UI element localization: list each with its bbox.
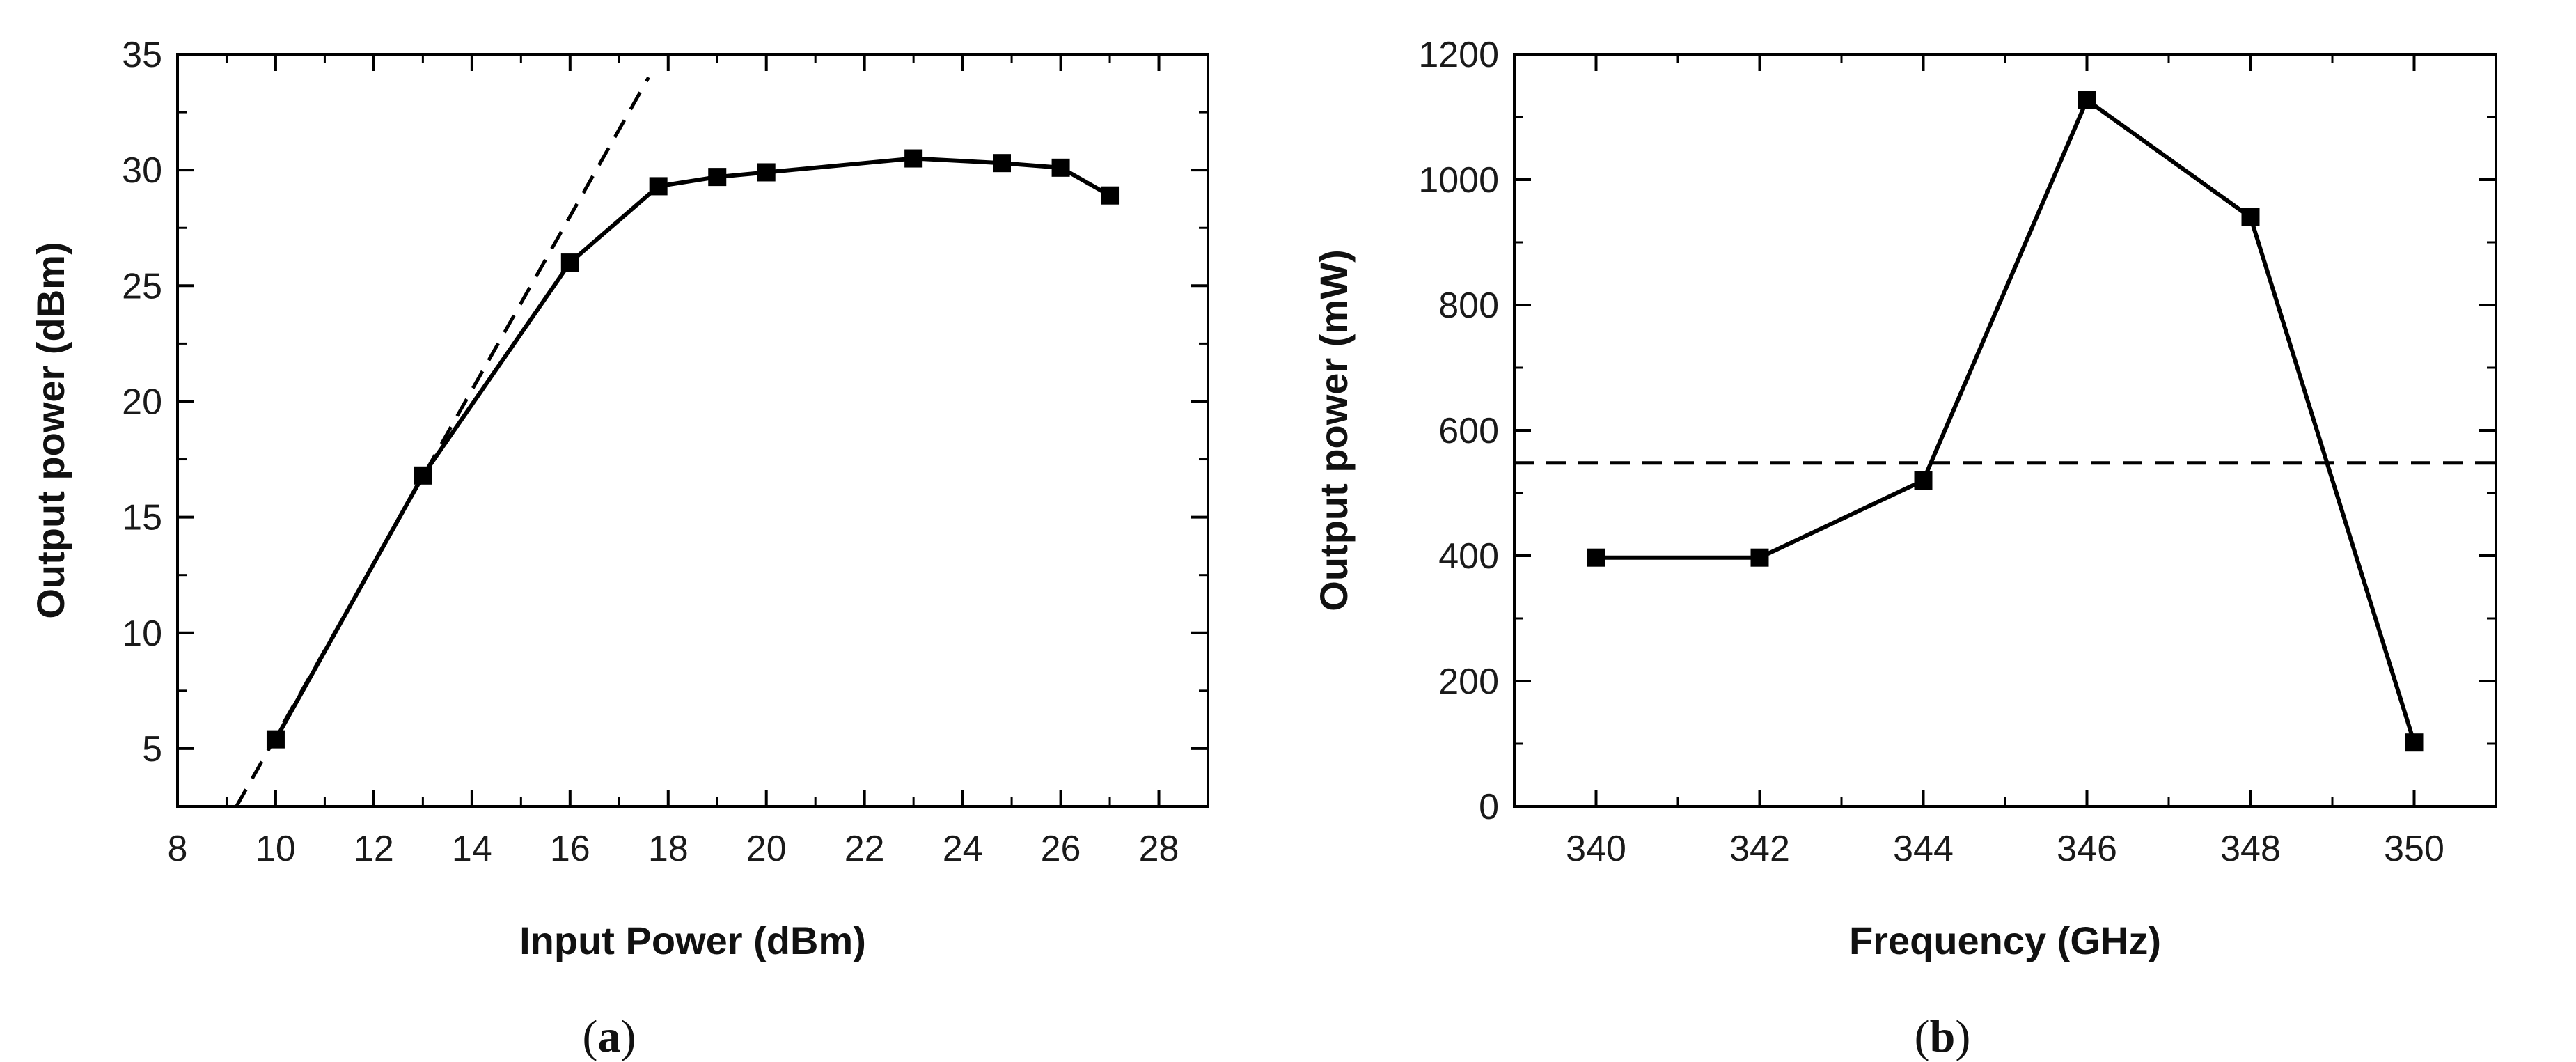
series-lines-b bbox=[1514, 97, 2496, 744]
panel-letter-a: a bbox=[598, 1011, 621, 1062]
data-point-marker bbox=[266, 730, 285, 749]
y-tick-label: 30 bbox=[122, 150, 162, 191]
x-tick-label: 22 bbox=[845, 829, 885, 869]
x-tick-label: 12 bbox=[354, 829, 394, 869]
x-tick-label: 350 bbox=[2384, 829, 2444, 869]
data-point-marker bbox=[2241, 208, 2260, 226]
axis-ticks-b bbox=[1514, 53, 2496, 808]
x-tick-label: 24 bbox=[943, 829, 983, 869]
x-tick-label: 28 bbox=[1139, 829, 1179, 869]
axis-ticks-a bbox=[176, 53, 1208, 806]
y-tick-label: 600 bbox=[1438, 411, 1499, 451]
series-line bbox=[274, 156, 1111, 741]
y-tick-label: 10 bbox=[122, 614, 162, 654]
x-tick-label: 342 bbox=[1729, 829, 1790, 869]
x-tick-label: 18 bbox=[648, 829, 689, 869]
x-tick-label: 348 bbox=[2220, 829, 2281, 869]
panel-label-a: (a) bbox=[583, 1011, 636, 1062]
data-point-marker bbox=[1750, 548, 1769, 567]
data-point-marker bbox=[414, 466, 432, 485]
data-point-marker bbox=[904, 149, 923, 168]
data-point-marker bbox=[708, 168, 727, 187]
tick-labels-a: 8 10 12 14 16 18 20 22 24 26 28 5 10 15 20 25 30 35 bbox=[122, 35, 1179, 869]
plot-frame-b bbox=[1513, 53, 2497, 808]
series-markers-a bbox=[266, 149, 1120, 749]
series-lines-a bbox=[235, 76, 1111, 808]
y-tick-label: 800 bbox=[1438, 286, 1499, 326]
x-tick-label: 10 bbox=[256, 829, 296, 869]
y-axis-title-a: Output power (dBm) bbox=[29, 242, 72, 618]
data-point-marker bbox=[1051, 158, 1070, 177]
plot-frame-a bbox=[176, 53, 1209, 808]
panel-label-b: (b) bbox=[1915, 1011, 1971, 1062]
data-point-marker bbox=[560, 253, 579, 272]
data-point-marker bbox=[993, 154, 1011, 173]
chart-panel-b: 340 342 344 346 348 350020040060080010001200 … bbox=[1312, 35, 2497, 1062]
dashed-reference-line bbox=[235, 76, 650, 808]
data-point-marker bbox=[1587, 548, 1605, 567]
y-axis-title-b: Output power (mW) bbox=[1312, 249, 1356, 611]
y-tick-label: 35 bbox=[122, 35, 162, 75]
data-point-marker bbox=[1914, 471, 1933, 490]
tick-labels-b: 340 342 344 346 348 350 0 200 400 600 800 1000 1200 bbox=[1418, 35, 2444, 869]
data-point-marker bbox=[757, 163, 776, 182]
x-axis-title-b: Frequency (GHz) bbox=[1849, 919, 2161, 962]
y-tick-label: 25 bbox=[122, 266, 162, 306]
series-markers-b bbox=[1587, 91, 2424, 752]
data-point-marker bbox=[649, 177, 668, 196]
x-tick-label: 20 bbox=[746, 829, 787, 869]
x-tick-label: 340 bbox=[1566, 829, 1626, 869]
y-tick-label: 400 bbox=[1438, 536, 1499, 577]
x-tick-label: 344 bbox=[1893, 829, 1954, 869]
x-tick-label: 16 bbox=[550, 829, 590, 869]
data-point-marker bbox=[1101, 186, 1120, 205]
y-tick-label: 5 bbox=[142, 729, 162, 770]
x-axis-title-a: Input Power (dBm) bbox=[519, 919, 866, 962]
chart-panel-a: 8 10 12 14 16 18 20 22 24 26 28 5 10 15 20 25 30 35 Input… bbox=[29, 35, 1209, 1062]
y-tick-label: 0 bbox=[1479, 787, 1499, 827]
data-point-marker bbox=[2405, 733, 2424, 752]
x-tick-label: 14 bbox=[452, 829, 492, 869]
y-tick-label: 1200 bbox=[1418, 35, 1499, 75]
y-tick-label: 200 bbox=[1438, 662, 1499, 702]
y-tick-label: 1000 bbox=[1418, 160, 1499, 201]
x-tick-label: 8 bbox=[168, 829, 188, 869]
panel-letter-b: b bbox=[1930, 1011, 1956, 1062]
y-tick-label: 20 bbox=[122, 382, 162, 422]
x-tick-label: 26 bbox=[1041, 829, 1081, 869]
data-point-marker bbox=[2078, 91, 2096, 109]
series-line bbox=[1596, 97, 2417, 744]
x-tick-label: 346 bbox=[2057, 829, 2117, 869]
y-tick-label: 15 bbox=[122, 498, 162, 538]
